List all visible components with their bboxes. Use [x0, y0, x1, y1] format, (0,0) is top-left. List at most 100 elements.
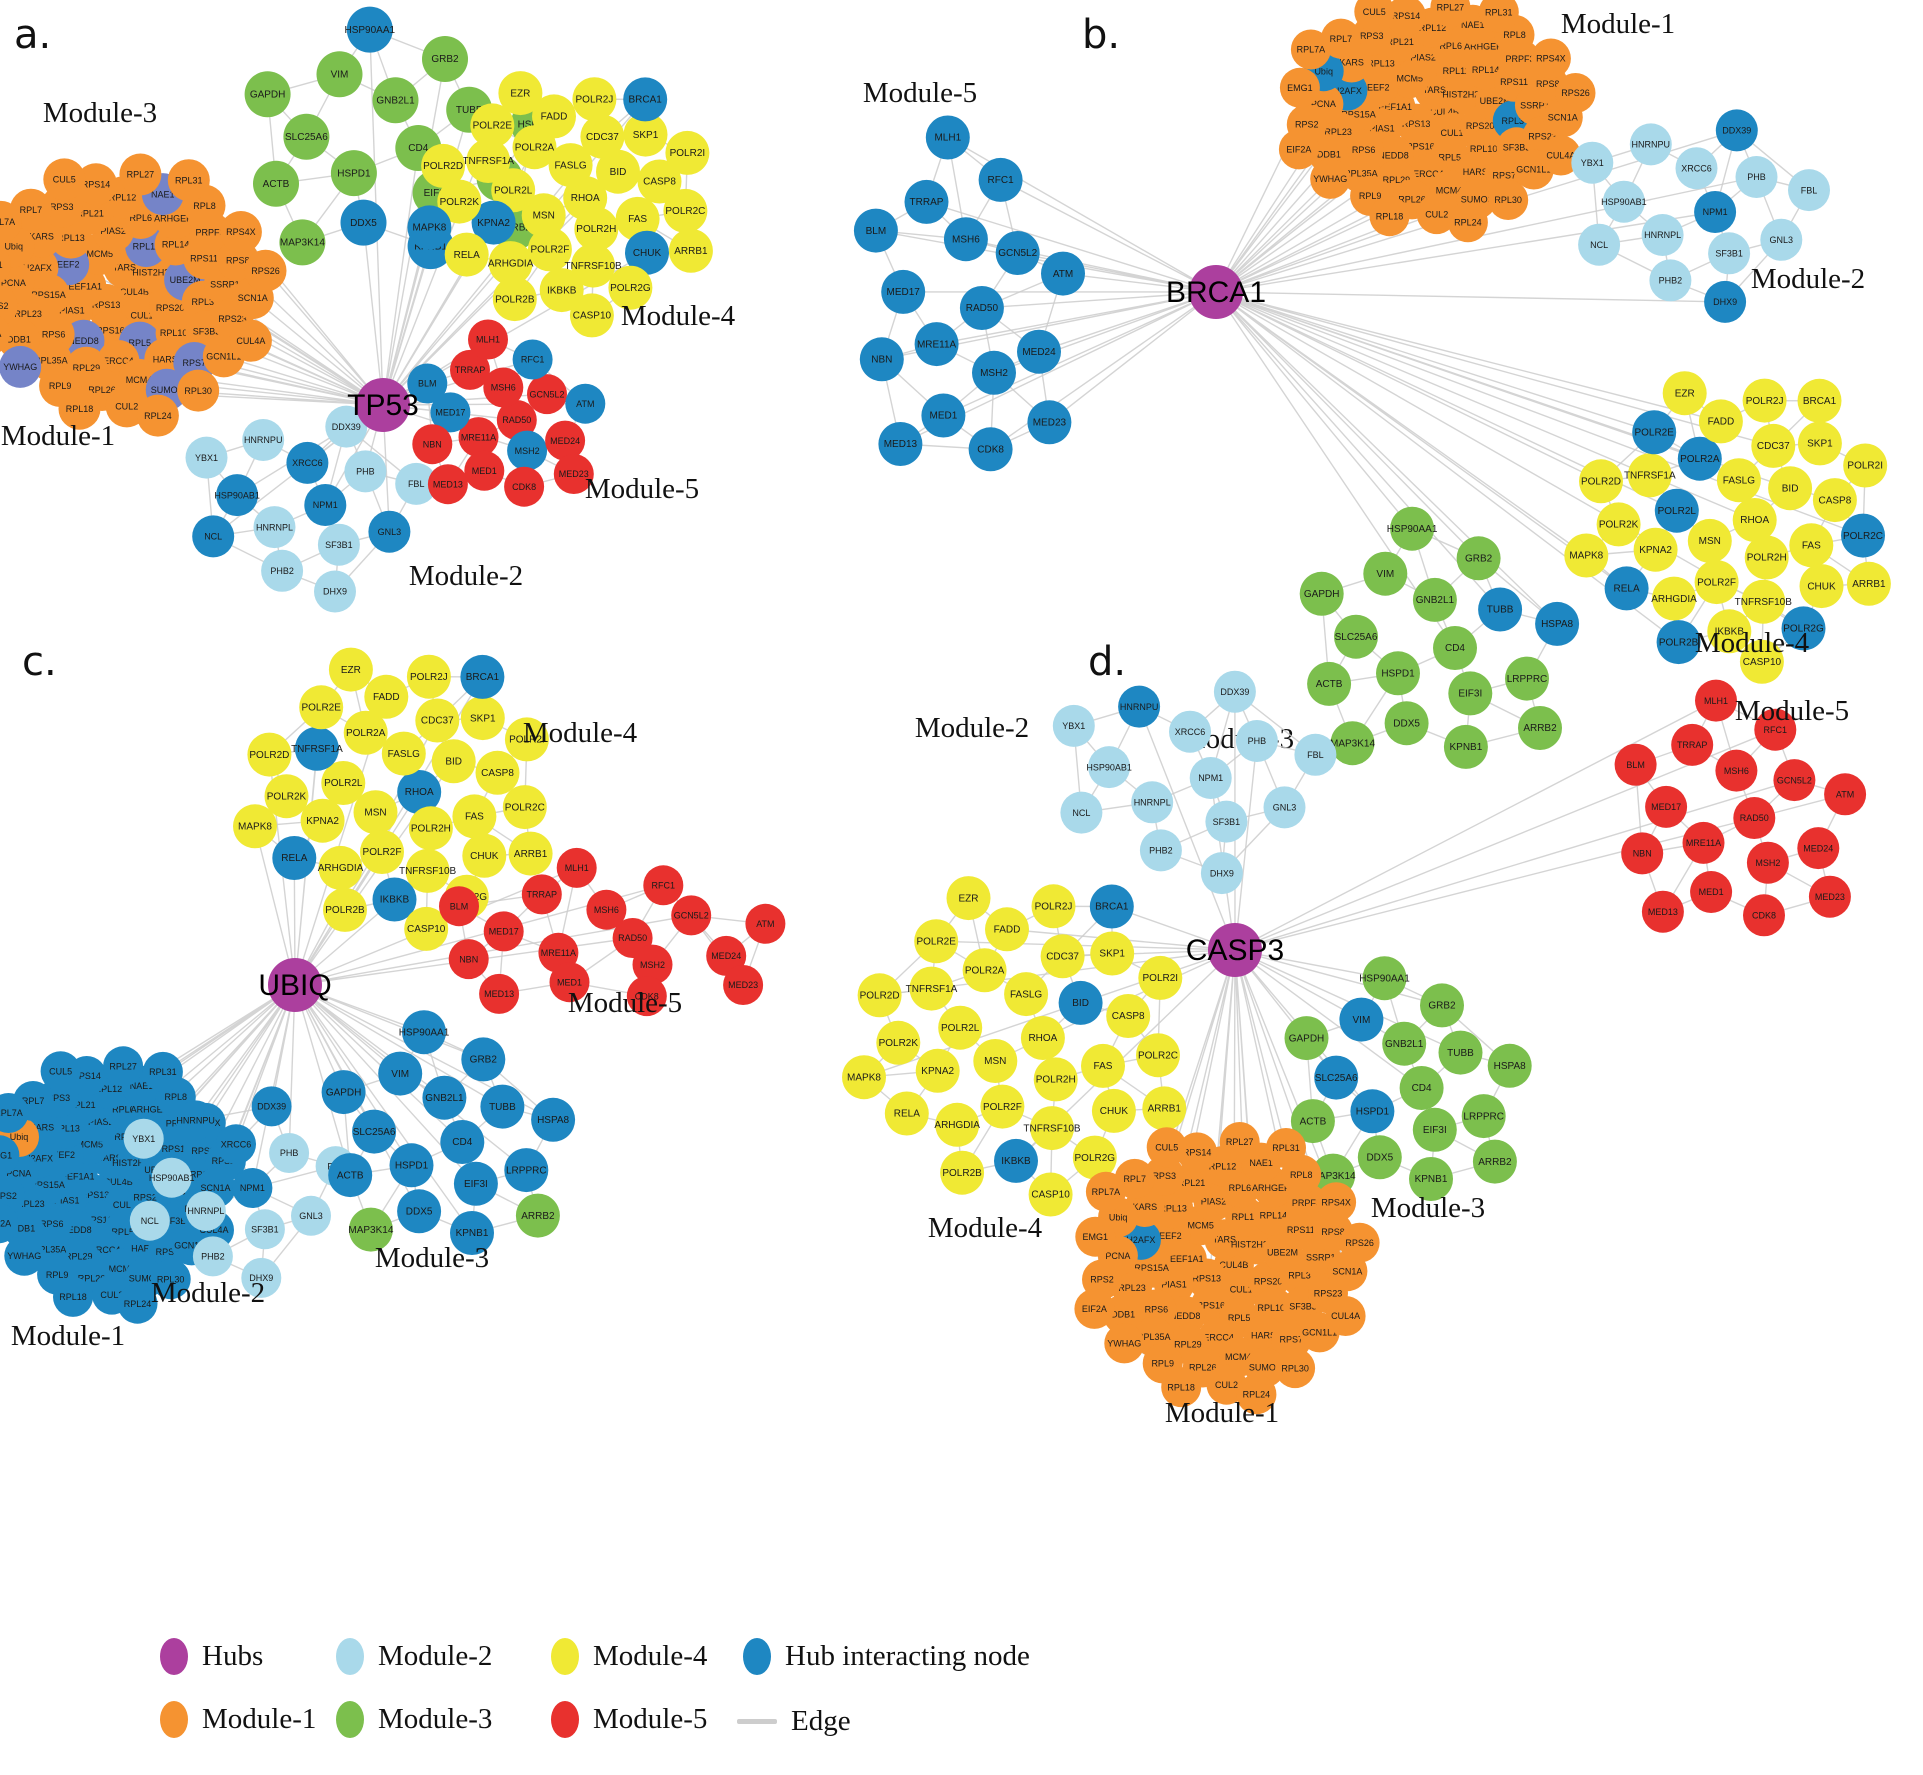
node-rpl18[interactable]: RPL18 — [53, 1276, 93, 1317]
node-arrb1[interactable]: ARRB1 — [508, 831, 553, 876]
node-rpl27[interactable]: RPL27 — [1219, 1122, 1260, 1162]
node-brca1[interactable]: BRCA1 — [623, 77, 668, 122]
node-ddx39[interactable]: DDX39 — [251, 1086, 292, 1127]
node-rpl31[interactable]: RPL31 — [1266, 1128, 1306, 1168]
node-cd4[interactable]: CD4 — [1433, 626, 1477, 670]
hub-tp53[interactable]: TP53 — [347, 378, 419, 432]
node-emg1[interactable]: EMG1 — [1075, 1216, 1116, 1257]
node-med13[interactable]: MED13 — [427, 464, 468, 505]
node-med17[interactable]: MED17 — [881, 269, 926, 314]
node-rad50[interactable]: RAD50 — [1733, 797, 1776, 839]
node-actb[interactable]: ACTB — [1307, 661, 1352, 706]
node-dhx9[interactable]: DHX9 — [1200, 852, 1243, 895]
node-phb[interactable]: PHB — [1235, 720, 1278, 762]
node-rela[interactable]: RELA — [272, 836, 317, 880]
node-hspd1[interactable]: HSPD1 — [389, 1143, 434, 1188]
node-med1[interactable]: MED1 — [1690, 871, 1733, 913]
node-grb2[interactable]: GRB2 — [461, 1037, 506, 1082]
node-xrcc6[interactable]: XRCC6 — [286, 441, 329, 484]
node-ddx39[interactable]: DDX39 — [1213, 670, 1256, 713]
node-arrb2[interactable]: ARRB2 — [1518, 706, 1562, 750]
node-msh2[interactable]: MSH2 — [507, 430, 548, 471]
node-vim[interactable]: VIM — [316, 51, 363, 98]
node-grb2[interactable]: GRB2 — [1420, 983, 1464, 1028]
node-lrpprc[interactable]: LRPPRC — [1505, 656, 1549, 701]
node-gnb2l1[interactable]: GNB2L1 — [372, 77, 419, 124]
node-chuk[interactable]: CHUK — [1091, 1088, 1136, 1133]
node-med17[interactable]: MED17 — [1645, 785, 1688, 828]
node-gnl3[interactable]: GNL3 — [1263, 786, 1306, 829]
node-polr2a[interactable]: POLR2A — [962, 948, 1007, 993]
node-gapdh[interactable]: GAPDH — [321, 1070, 366, 1115]
node-casp8[interactable]: CASP8 — [475, 750, 520, 795]
node-hnrnpu[interactable]: HNRNPU — [175, 1100, 216, 1141]
node-msh2[interactable]: MSH2 — [972, 350, 1016, 395]
node-dhx9[interactable]: DHX9 — [314, 570, 356, 613]
node-sf3b1[interactable]: SF3B1 — [317, 523, 360, 566]
node-polr2i[interactable]: POLR2I — [665, 130, 710, 175]
node-arhgdia[interactable]: ARHGDIA — [1651, 576, 1697, 621]
node-gnb2l1[interactable]: GNB2L1 — [422, 1075, 467, 1120]
node-med24[interactable]: MED24 — [1797, 827, 1840, 870]
node-gnb2l1[interactable]: GNB2L1 — [1412, 577, 1457, 622]
node-polr2b[interactable]: POLR2B — [940, 1150, 985, 1195]
node-faslg[interactable]: FASLG — [381, 731, 426, 776]
node-rfc1[interactable]: RFC1 — [512, 339, 553, 380]
node-brca1[interactable]: BRCA1 — [1797, 378, 1842, 423]
node-rps26[interactable]: RPS26 — [244, 249, 287, 292]
node-mapk8[interactable]: MAPK8 — [1564, 533, 1609, 578]
node-polr2l[interactable]: POLR2L — [1654, 488, 1699, 533]
node-polr2d[interactable]: POLR2D — [421, 143, 466, 188]
node-bid[interactable]: BID — [1768, 466, 1813, 511]
node-fadd[interactable]: FADD — [1698, 399, 1743, 444]
node-rpl31[interactable]: RPL31 — [167, 159, 210, 202]
node-cul5[interactable]: CUL5 — [1146, 1127, 1187, 1168]
node-cul5[interactable]: CUL5 — [43, 158, 86, 201]
node-polr2j[interactable]: POLR2J — [1742, 378, 1787, 423]
node-lrpprc[interactable]: LRPPRC — [1461, 1094, 1506, 1139]
node-gnl3[interactable]: GNL3 — [291, 1195, 331, 1236]
node-ybx1[interactable]: YBX1 — [185, 436, 228, 479]
node-cul4a[interactable]: CUL4A — [1325, 1296, 1366, 1336]
node-arrb2[interactable]: ARRB2 — [515, 1193, 560, 1238]
node-hsp90ab1[interactable]: HSP90AB1 — [1601, 180, 1647, 223]
node-ybx1[interactable]: YBX1 — [123, 1118, 164, 1159]
node-ncl[interactable]: NCL — [1578, 223, 1621, 266]
node-hnrnpu[interactable]: HNRNPU — [1118, 685, 1161, 728]
node-ywhag[interactable]: YWHAG — [4, 1235, 45, 1276]
node-casp8[interactable]: CASP8 — [1812, 478, 1857, 523]
node-hspa8[interactable]: HSPA8 — [531, 1097, 576, 1142]
node-med17[interactable]: MED17 — [483, 911, 524, 952]
node-gnb2l1[interactable]: GNB2L1 — [1382, 1021, 1427, 1066]
node-hsp90aa1[interactable]: HSP90AA1 — [399, 1010, 450, 1055]
node-faslg[interactable]: FASLG — [1004, 972, 1049, 1017]
node-polr2a[interactable]: POLR2A — [1677, 436, 1722, 481]
node-chuk[interactable]: CHUK — [1799, 564, 1844, 609]
node-gapdh[interactable]: GAPDH — [1299, 571, 1344, 616]
node-emg1[interactable]: EMG1 — [1279, 67, 1320, 108]
node-hnrnpl[interactable]: HNRNPL — [185, 1191, 226, 1231]
node-mre11a[interactable]: MRE11A — [1682, 821, 1725, 864]
node-mre11a[interactable]: MRE11A — [914, 322, 959, 367]
node-fas[interactable]: FAS — [452, 794, 497, 839]
node-ywhag[interactable]: YWHAG — [0, 345, 42, 388]
node-kpna2[interactable]: KPNA2 — [915, 1048, 960, 1093]
node-rpl27[interactable]: RPL27 — [103, 1046, 144, 1087]
node-polr2d[interactable]: POLR2D — [247, 732, 292, 777]
node-fbl[interactable]: FBL — [1294, 733, 1337, 776]
node-fadd[interactable]: FADD — [364, 674, 409, 719]
node-msn[interactable]: MSN — [973, 1039, 1018, 1083]
node-hsp90aa1[interactable]: HSP90AA1 — [345, 6, 396, 53]
node-med13[interactable]: MED13 — [479, 973, 520, 1014]
node-ddx5[interactable]: DDX5 — [397, 1189, 442, 1234]
node-blm[interactable]: BLM — [1614, 743, 1657, 786]
node-ezr[interactable]: EZR — [1662, 371, 1707, 416]
node-polr2i[interactable]: POLR2I — [1138, 955, 1183, 1000]
node-polr2l[interactable]: POLR2L — [938, 1005, 983, 1050]
node-trrap[interactable]: TRRAP — [1671, 723, 1714, 766]
node-polr2b[interactable]: POLR2B — [323, 887, 367, 932]
node-cul5[interactable]: CUL5 — [40, 1051, 81, 1092]
node-slc25a6[interactable]: SLC25A6 — [283, 113, 330, 160]
node-tubb[interactable]: TUBB — [480, 1084, 525, 1129]
node-polr2h[interactable]: POLR2H — [1744, 535, 1789, 580]
